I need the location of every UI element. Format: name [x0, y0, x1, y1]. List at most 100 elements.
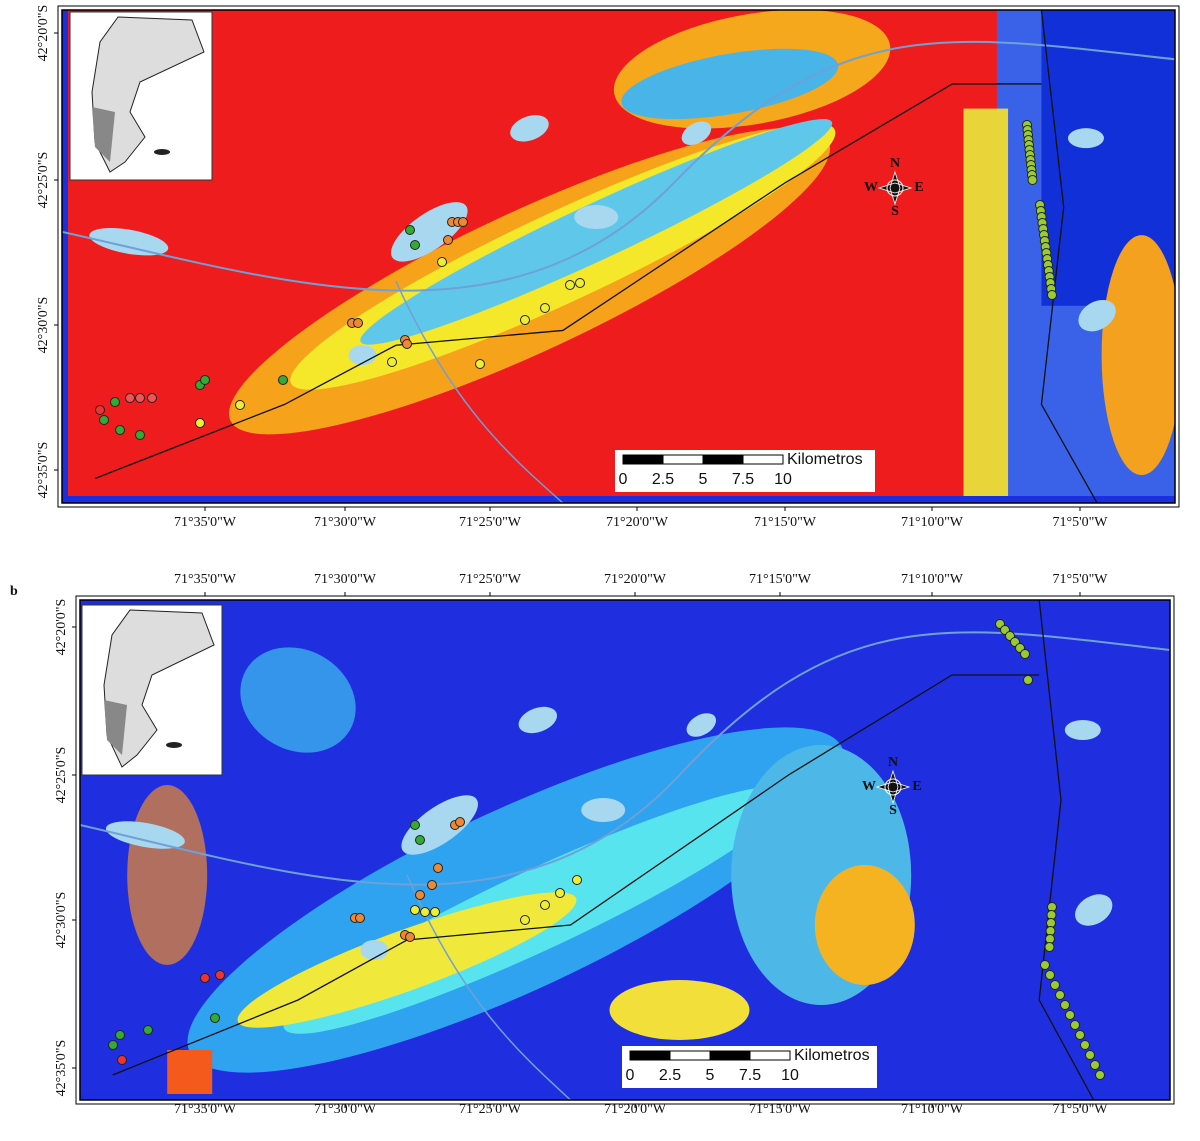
panel-label: b: [10, 584, 18, 599]
compass-ring: [886, 179, 904, 197]
sample-site: [195, 418, 205, 428]
raster-patch: [348, 345, 377, 366]
sample-site: [1065, 1010, 1075, 1020]
scale-label: 7.5: [732, 471, 754, 488]
sample-site: [520, 915, 530, 925]
compass-rose: [877, 170, 913, 206]
raster-patch: [574, 205, 619, 230]
sample-site: [1090, 1060, 1100, 1070]
lon-label: 71°10'0"W: [901, 572, 964, 587]
scale-title: Kilometros: [787, 451, 863, 468]
raster-patch: [621, 48, 839, 120]
scale-label: 10: [774, 471, 792, 488]
lon-label: 71°10'0"W: [901, 515, 964, 530]
lon-label: 71°15'0"W: [749, 1102, 812, 1117]
road: [95, 83, 1042, 479]
compass-e: E: [914, 180, 923, 195]
inset-island: [166, 742, 182, 748]
inset-land: [91, 16, 205, 173]
lat-label: 42°20'0"S: [54, 599, 69, 656]
sample-site: [125, 393, 135, 403]
raster-patch: [1101, 235, 1175, 476]
scale-segment: [702, 454, 744, 465]
sample-site: [420, 907, 430, 917]
raster-patch: [686, 713, 717, 737]
compass: N SE W: [864, 156, 924, 219]
compass-w: W: [864, 180, 878, 195]
scale-bar: Kilometros 0 2.5 5 7.5 10: [615, 450, 875, 492]
sample-site: [475, 359, 485, 369]
raster-patch: [240, 647, 356, 753]
scale-label: 5: [706, 1067, 715, 1084]
sample-site: [215, 970, 225, 980]
raster-patch: [360, 940, 389, 960]
raster-patch: [510, 115, 549, 142]
sample-site: [565, 280, 575, 290]
scale-title: Kilometros: [794, 1047, 870, 1064]
lon-label: 71°25'0"W: [459, 515, 522, 530]
sample-site: [1044, 942, 1055, 952]
map-raster: [80, 600, 1170, 1100]
river: [80, 631, 1170, 886]
lon-label: 71°30'0"W: [314, 515, 377, 530]
scale-label: 7.5: [739, 1067, 761, 1084]
sample-site: [1050, 980, 1060, 990]
sample-site: [410, 240, 420, 250]
lon-label: 71°20'0"W: [604, 1102, 667, 1117]
lat-label: 42°35'0"S: [54, 1040, 69, 1097]
raster-patch: [62, 10, 68, 503]
scale-label: 2.5: [652, 471, 674, 488]
sample-site: [520, 315, 530, 325]
compass-n: N: [888, 755, 898, 770]
scale-segment: [629, 1050, 671, 1061]
sample-site: [1080, 1040, 1090, 1050]
raster-patch: [1075, 894, 1113, 926]
river: [406, 874, 572, 1100]
outer-frame: [57, 5, 1180, 508]
lat-label: 42°25'0"S: [54, 747, 69, 804]
lon-label: 71°35'0"W: [174, 572, 237, 587]
sample-site: [437, 257, 447, 267]
compass-w: W: [862, 779, 876, 794]
inset-region: [104, 700, 127, 755]
scale-label: 5: [699, 471, 708, 488]
sample-site: [117, 1055, 127, 1065]
lon-label: 71°35'0"W: [174, 515, 237, 530]
inset-island: [154, 149, 170, 155]
sample-site: [99, 415, 109, 425]
sample-site: [540, 900, 550, 910]
lat-label: 42°20'0"S: [36, 5, 51, 62]
lon-label: 71°30'0"W: [314, 1102, 377, 1117]
sample-site: [200, 973, 210, 983]
sample-site: [210, 1013, 220, 1023]
sample-site: [540, 303, 550, 313]
raster-patch: [105, 821, 185, 849]
scale-label: 10: [781, 1067, 799, 1084]
scale-label: 0: [619, 471, 628, 488]
lon-label: 71°10'0"W: [901, 1102, 964, 1117]
sample-site: [458, 217, 468, 227]
lon-label: 71°25'0"W: [459, 1102, 522, 1117]
axes: 42°20'0"S 42°25'0"S 42°30'0"S 42°35'0"S 71°3…: [10, 572, 1175, 1117]
lon-label: 71°25'0"W: [459, 572, 522, 587]
sample-site: [572, 875, 582, 885]
sample-site: [1060, 1000, 1070, 1010]
sample-site: [433, 863, 443, 873]
lon-label: 71°5'0"W: [1052, 1102, 1108, 1117]
sample-site: [278, 375, 288, 385]
road: [112, 674, 1040, 1076]
compass-s: S: [889, 803, 897, 818]
compass-rose: [875, 769, 911, 805]
scale-segment: [749, 1050, 791, 1061]
sample-site: [1023, 675, 1033, 685]
inset-map: [69, 11, 213, 181]
inset-land: [103, 609, 215, 768]
compass: N SE W: [862, 755, 922, 818]
sample-site: [200, 375, 210, 385]
compass-n: N: [890, 156, 900, 171]
road: [1038, 600, 1095, 1100]
sample-site: [455, 817, 465, 827]
river: [62, 40, 1175, 292]
